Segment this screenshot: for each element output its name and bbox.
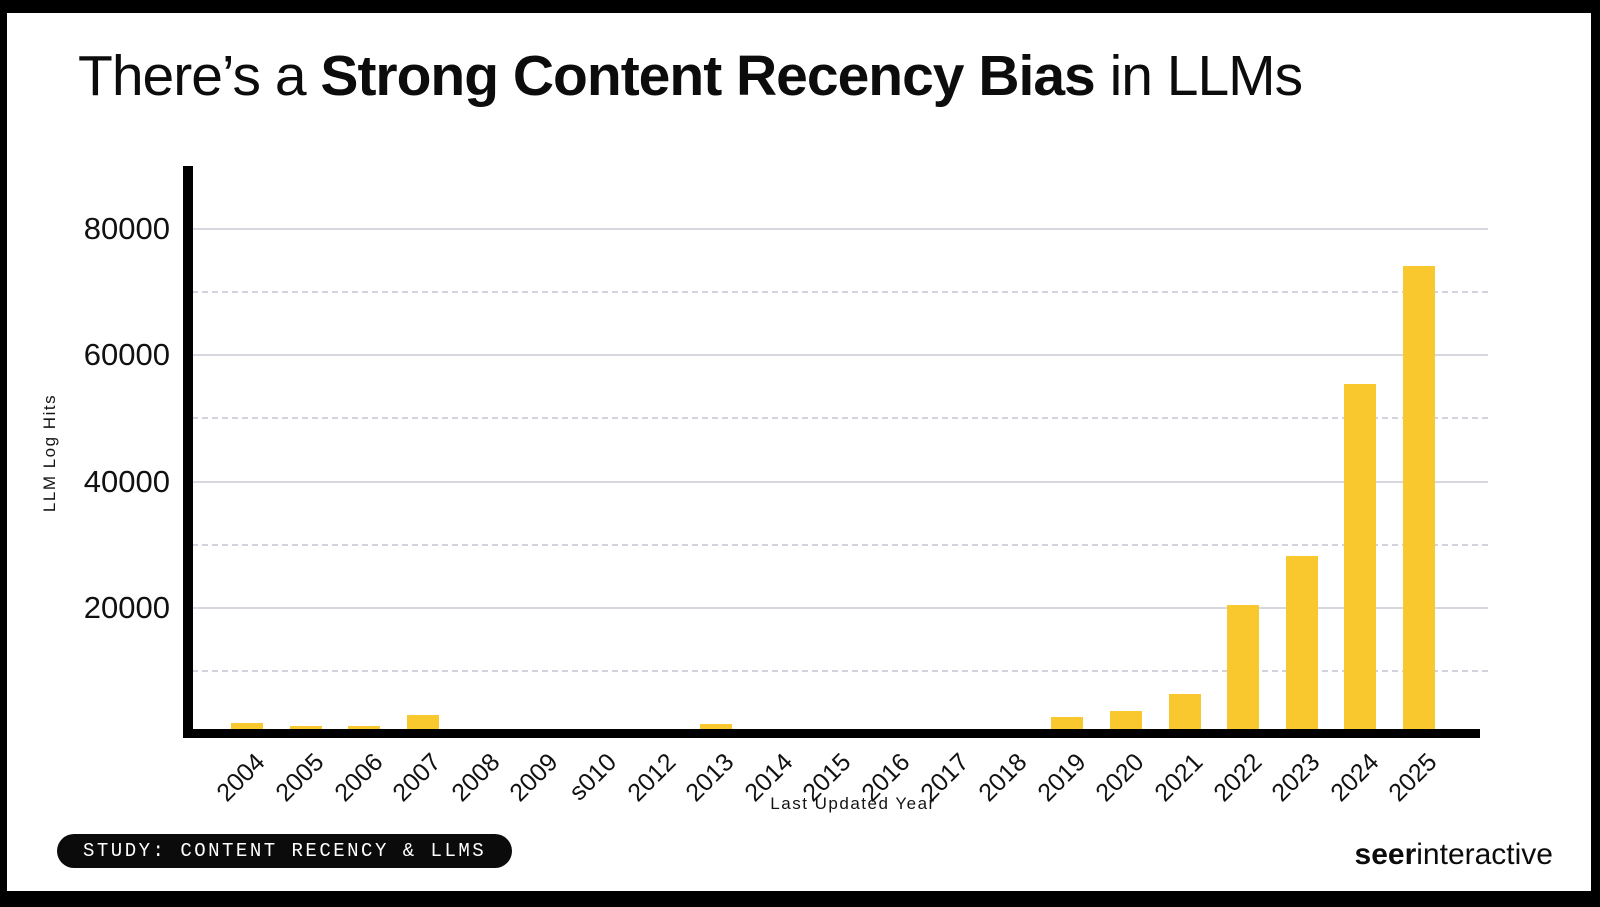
bar-2025: [1403, 265, 1435, 734]
y-axis-line: [183, 166, 193, 738]
title-emphasis: Strong Content Recency Bias: [320, 44, 1095, 108]
frame-border-top: [0, 0, 1600, 13]
x-axis-title: Last Updated Year: [770, 794, 936, 813]
bar-2022: [1227, 604, 1260, 734]
x-tick-label-2012: 2012: [621, 748, 681, 808]
x-tick-label-2009: 2009: [504, 748, 564, 808]
gridline-major-20000: [192, 606, 1488, 609]
gridline-minor-70000: [192, 291, 1488, 294]
x-tick-label-2005: 2005: [270, 748, 330, 808]
y-tick-label-40000: 40000: [83, 463, 170, 499]
gridline-minor-50000: [192, 417, 1488, 420]
x-tick-label-2008: 2008: [446, 748, 506, 808]
bar-2020: [1110, 711, 1142, 734]
x-tick-label-2018: 2018: [973, 748, 1033, 808]
gridline-minor-10000: [192, 669, 1488, 672]
frame-border-right: [1591, 0, 1600, 907]
study-badge: STUDY: CONTENT RECENCY & LLMS: [57, 834, 513, 868]
x-tick-label-2004: 2004: [211, 748, 271, 808]
gridline-minor-30000: [192, 543, 1488, 546]
y-tick-label-20000: 20000: [83, 589, 170, 625]
x-tick-label-s010: s010: [564, 748, 623, 807]
x-tick-label-2020: 2020: [1090, 748, 1150, 808]
seer-interactive-logo: seerinteractive: [1355, 838, 1553, 872]
x-tick-label-2023: 2023: [1266, 748, 1326, 808]
x-tick-label-2013: 2013: [680, 748, 740, 808]
logo-light-part: interactive: [1416, 838, 1553, 871]
frame-border-left: [0, 0, 7, 907]
gridline-major-40000: [192, 480, 1488, 483]
gridline-major-80000: [192, 228, 1488, 231]
gridline-major-60000: [192, 354, 1488, 357]
x-axis-line: [183, 729, 1480, 738]
frame-border-bottom: [0, 891, 1600, 907]
x-tick-label-2025: 2025: [1383, 748, 1443, 808]
x-tick-label-2021: 2021: [1149, 748, 1209, 808]
y-tick-label-80000: 80000: [83, 211, 170, 247]
x-tick-label-2022: 2022: [1207, 748, 1267, 808]
page-title: There’s a Strong Content Recency Bias in…: [78, 42, 1538, 110]
title-suffix: in LLMs: [1094, 44, 1304, 108]
x-tick-label-2019: 2019: [1032, 748, 1092, 808]
x-tick-label-2024: 2024: [1325, 748, 1385, 808]
title-prefix: There’s a: [78, 44, 321, 108]
bar-2023: [1285, 556, 1318, 734]
bar-2021: [1168, 694, 1201, 734]
bar-2024: [1344, 383, 1377, 734]
bar-2013: [699, 723, 732, 734]
bar-2004: [231, 723, 263, 734]
logo-bold-part: seer: [1354, 838, 1417, 871]
x-tick-label-2007: 2007: [387, 748, 447, 808]
x-tick-label-2006: 2006: [328, 748, 388, 808]
y-tick-label-60000: 60000: [83, 337, 170, 373]
